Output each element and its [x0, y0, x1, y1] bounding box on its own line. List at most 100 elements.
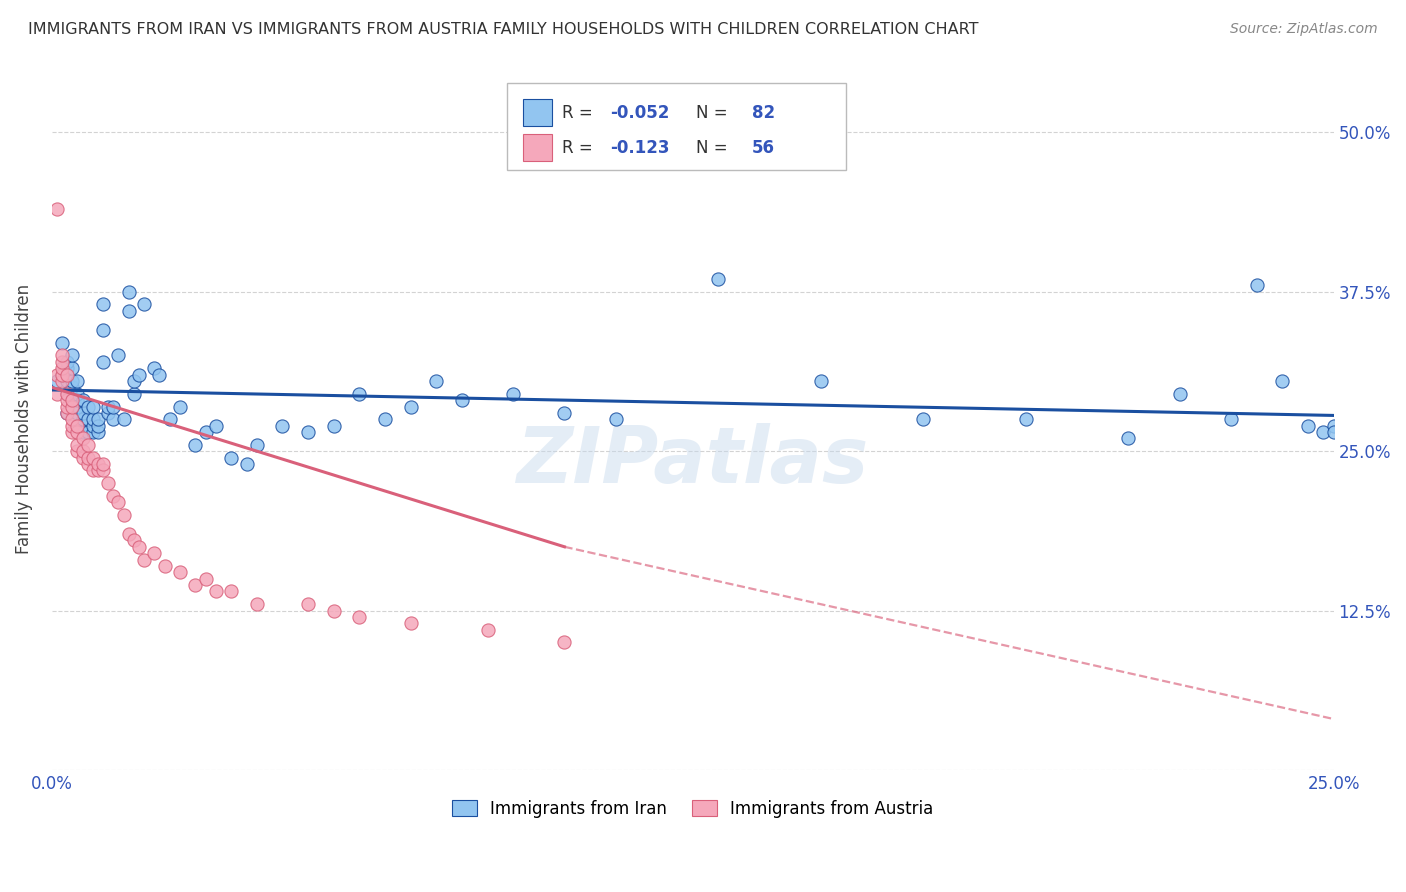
Point: [399, 400, 422, 414]
Text: Source: ZipAtlas.com: Source: ZipAtlas.com: [1230, 22, 1378, 37]
Point: [349, 386, 371, 401]
Point: [87, 425, 110, 439]
Point: [76, 457, 98, 471]
Point: [103, 412, 125, 426]
Point: [45, 202, 67, 216]
Point: [1271, 374, 1294, 388]
Point: [112, 412, 135, 426]
Point: [60, 425, 83, 439]
Text: IMMIGRANTS FROM IRAN VS IMMIGRANTS FROM AUSTRIA FAMILY HOUSEHOLDS WITH CHILDREN : IMMIGRANTS FROM IRAN VS IMMIGRANTS FROM …: [28, 22, 979, 37]
Point: [605, 412, 627, 426]
Point: [246, 597, 269, 611]
Point: [56, 406, 79, 420]
Point: [60, 418, 83, 433]
Point: [91, 457, 114, 471]
Point: [143, 361, 166, 376]
Point: [184, 438, 207, 452]
Point: [82, 418, 104, 433]
Point: [82, 450, 104, 465]
Point: [553, 406, 575, 420]
Point: [51, 374, 73, 388]
Point: [97, 476, 120, 491]
Point: [118, 285, 141, 299]
Point: [51, 355, 73, 369]
Point: [1322, 425, 1344, 439]
Point: [66, 418, 89, 433]
Text: 82: 82: [752, 103, 775, 121]
Point: [56, 386, 79, 401]
Point: [169, 400, 191, 414]
Point: [56, 406, 79, 420]
Point: [66, 386, 89, 401]
Point: [810, 374, 832, 388]
Point: [76, 438, 98, 452]
Point: [349, 610, 371, 624]
Point: [169, 566, 191, 580]
Point: [477, 623, 499, 637]
Point: [45, 386, 67, 401]
Point: [103, 400, 125, 414]
Point: [451, 393, 474, 408]
Point: [322, 603, 344, 617]
Point: [51, 368, 73, 382]
Point: [553, 635, 575, 649]
Point: [56, 374, 79, 388]
Point: [235, 457, 257, 471]
Point: [97, 406, 120, 420]
Point: [72, 406, 94, 420]
Point: [153, 558, 176, 573]
Point: [103, 489, 125, 503]
Point: [91, 297, 114, 311]
Point: [219, 450, 242, 465]
Point: [60, 349, 83, 363]
Point: [502, 386, 524, 401]
Point: [87, 412, 110, 426]
Point: [1312, 425, 1334, 439]
Point: [51, 335, 73, 350]
Point: [122, 533, 145, 548]
Point: [219, 584, 242, 599]
Point: [91, 323, 114, 337]
Point: [60, 412, 83, 426]
Point: [91, 463, 114, 477]
Point: [122, 374, 145, 388]
Point: [56, 393, 79, 408]
Point: [82, 412, 104, 426]
Point: [51, 349, 73, 363]
Point: [66, 438, 89, 452]
FancyBboxPatch shape: [506, 83, 846, 170]
Point: [72, 431, 94, 445]
Point: [1296, 418, 1319, 433]
Point: [107, 495, 129, 509]
Point: [72, 425, 94, 439]
Point: [60, 361, 83, 376]
Point: [87, 418, 110, 433]
Point: [60, 393, 83, 408]
Point: [56, 400, 79, 414]
Text: N =: N =: [696, 103, 734, 121]
Point: [425, 374, 447, 388]
Point: [159, 412, 181, 426]
Point: [51, 361, 73, 376]
Point: [56, 355, 79, 369]
Point: [194, 425, 217, 439]
Text: R =: R =: [562, 103, 598, 121]
Point: [246, 438, 269, 452]
Point: [132, 552, 155, 566]
Point: [297, 597, 319, 611]
Point: [82, 425, 104, 439]
Point: [184, 578, 207, 592]
Point: [1168, 386, 1191, 401]
Point: [66, 406, 89, 420]
Text: 56: 56: [752, 139, 775, 157]
Point: [912, 412, 935, 426]
Point: [56, 386, 79, 401]
Point: [66, 425, 89, 439]
Point: [45, 368, 67, 382]
Point: [45, 374, 67, 388]
Point: [1118, 431, 1140, 445]
Point: [204, 584, 226, 599]
Text: N =: N =: [696, 139, 734, 157]
Point: [118, 527, 141, 541]
Text: ZIPatlas: ZIPatlas: [516, 424, 869, 500]
